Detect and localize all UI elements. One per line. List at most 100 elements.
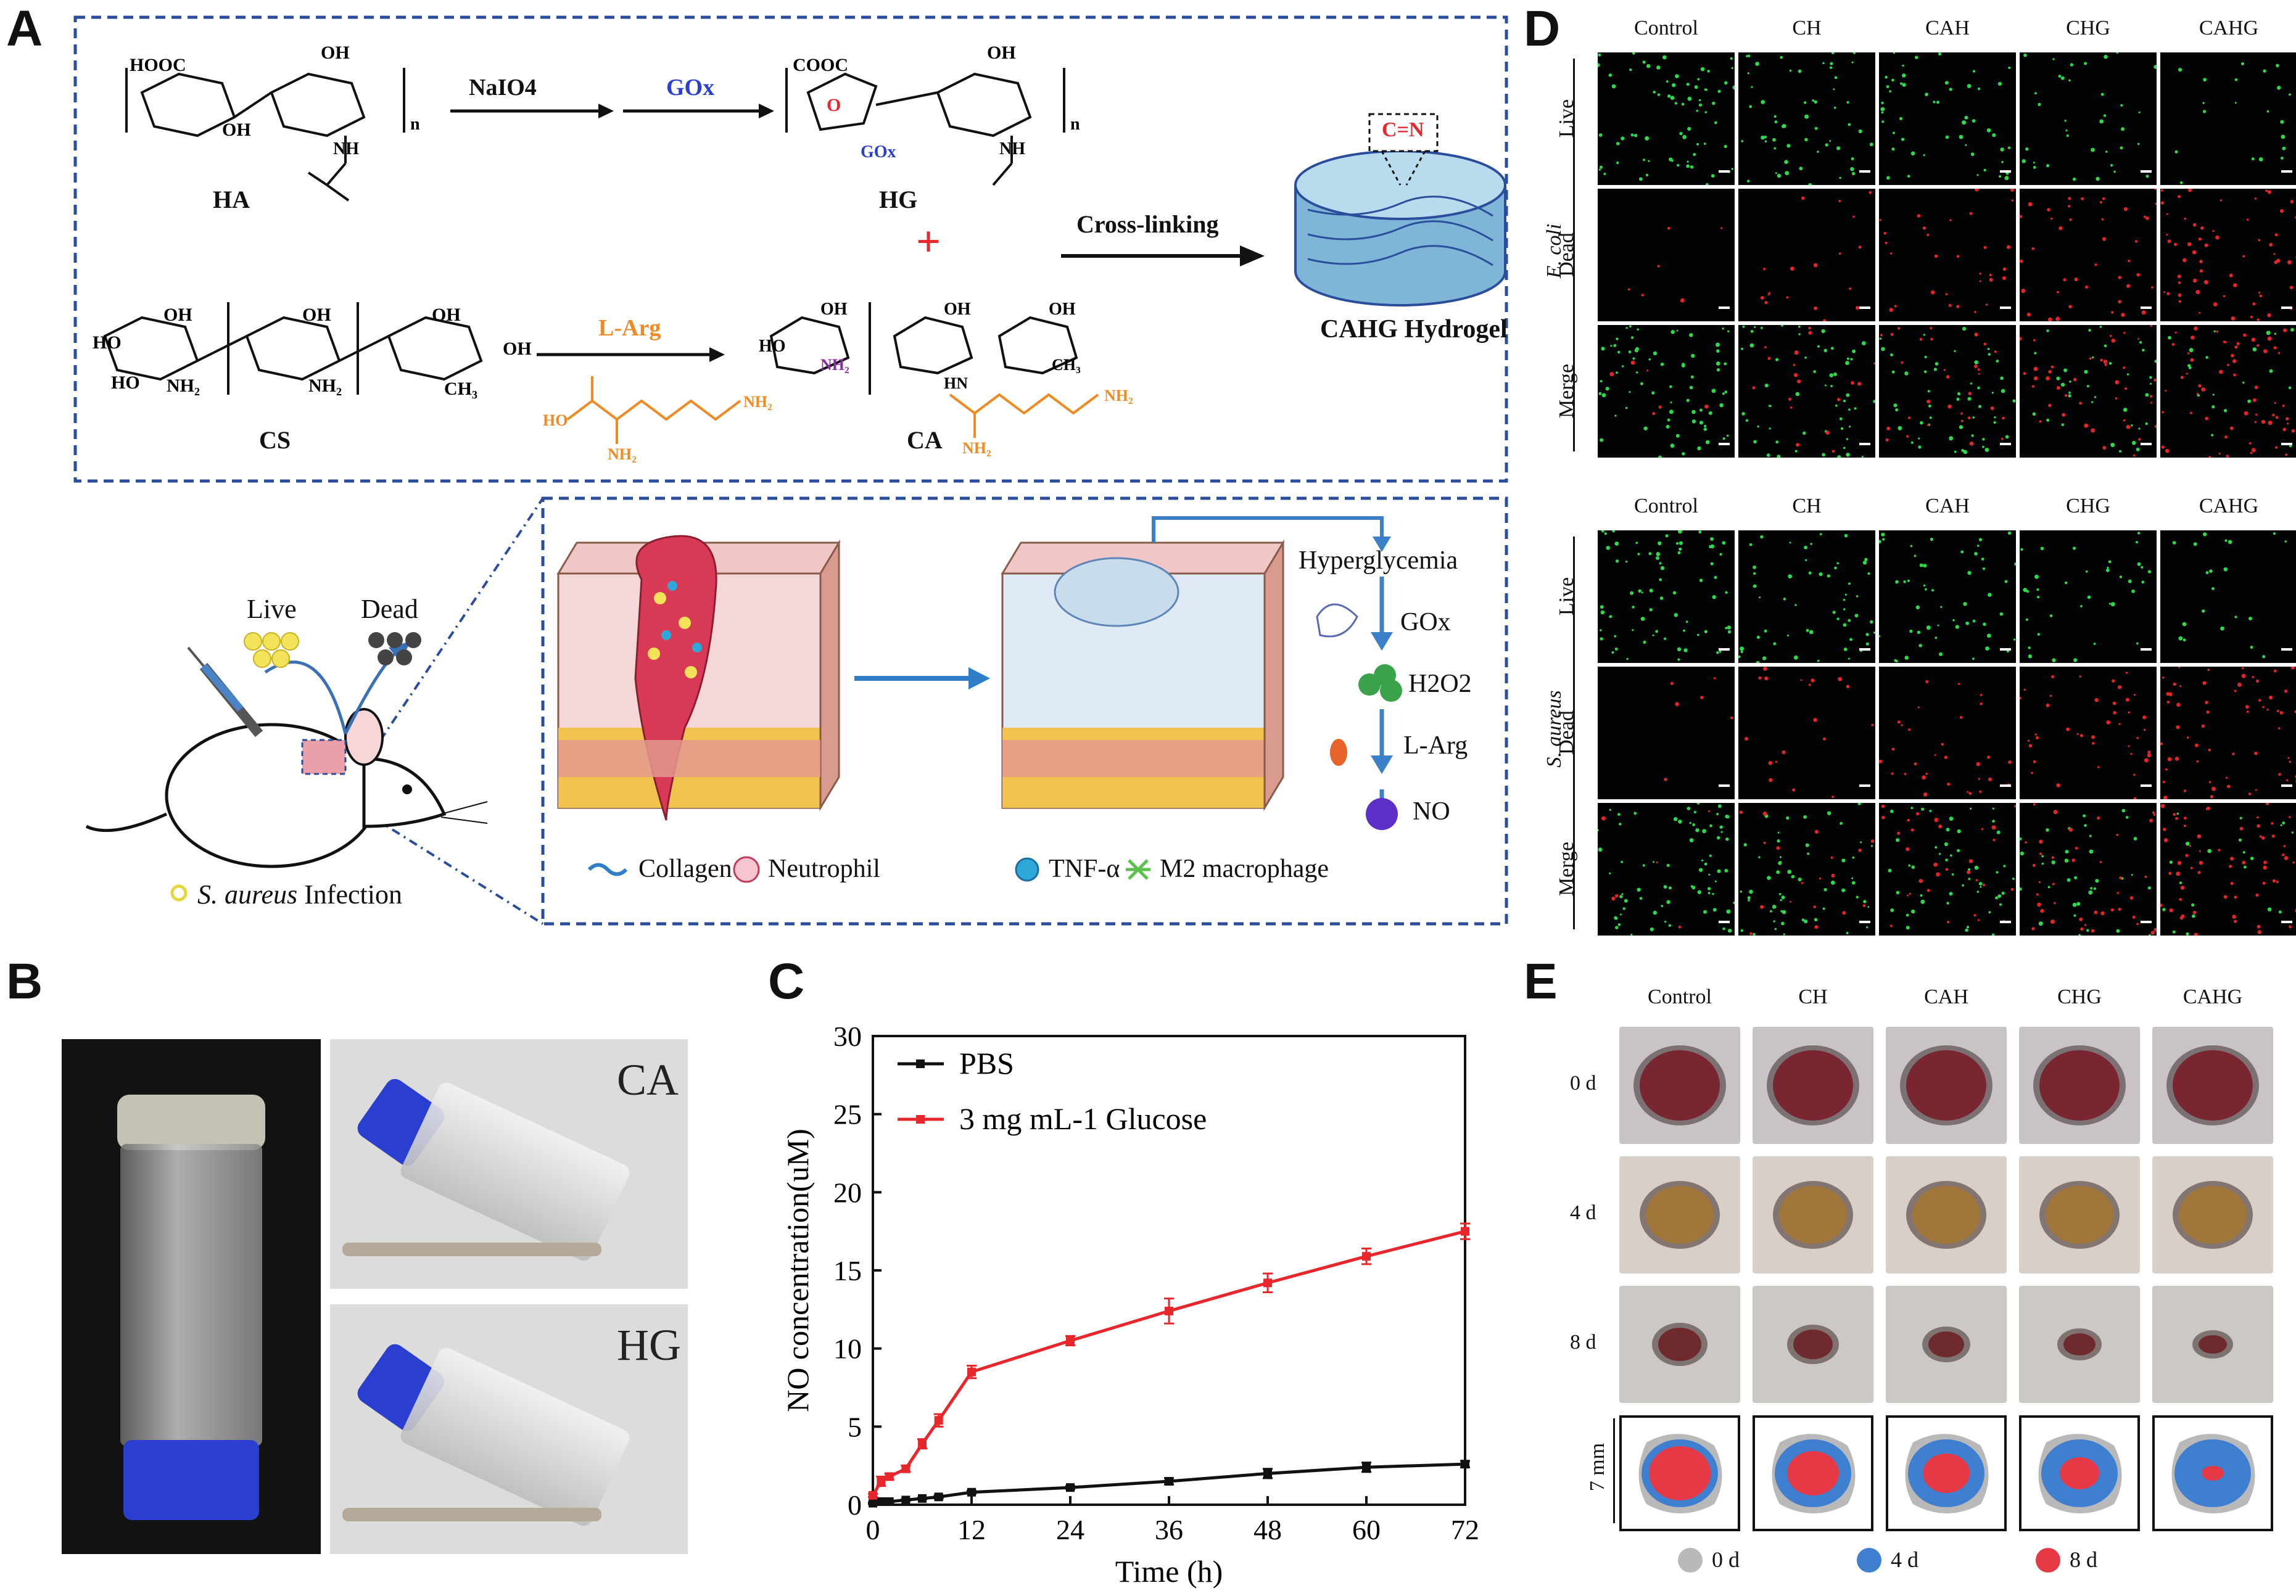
svg-text:OH: OH xyxy=(222,120,251,140)
row-label-dead: Dead xyxy=(1555,232,1578,277)
wound-photo xyxy=(1619,1286,1740,1403)
legend-marker-1 xyxy=(916,1115,925,1124)
label-gox: GOx xyxy=(666,75,715,101)
micrograph-cell xyxy=(1598,189,1735,321)
column-header-chg: CHG xyxy=(2066,495,2110,517)
legend-neutrophil: Neutrophil xyxy=(768,855,880,883)
micrograph-cell xyxy=(1878,530,2018,663)
chemistry-box xyxy=(73,15,1508,483)
wound-photo xyxy=(2019,1156,2140,1273)
vial-photo-ca: CA xyxy=(330,1039,688,1289)
legend-m2: M2 macrophage xyxy=(1160,855,1329,883)
svg-text:HN: HN xyxy=(944,374,968,392)
wound-photo xyxy=(1619,1156,1740,1273)
label-cs: CS xyxy=(259,426,291,454)
y-tick-label: 5 xyxy=(848,1411,862,1442)
column-header-ch: CH xyxy=(1792,495,1822,517)
data-point xyxy=(877,1477,886,1486)
column-header-cah: CAH xyxy=(1925,495,1970,517)
svg-text:GOx: GOx xyxy=(861,142,896,162)
label-no: NO xyxy=(1413,797,1450,826)
data-point xyxy=(901,1464,911,1473)
wound-column-cahg: CAHG xyxy=(2182,985,2243,1008)
data-point xyxy=(885,1472,894,1481)
data-point xyxy=(967,1367,976,1376)
wound-photo xyxy=(1753,1156,1873,1273)
svg-text:HO: HO xyxy=(111,372,140,393)
ca-structure xyxy=(769,302,1078,395)
panel-label-d: D xyxy=(1524,1,1561,57)
wound-trace xyxy=(2019,1415,2140,1531)
data-point xyxy=(1461,1460,1469,1469)
x-axis-label: Time (h) xyxy=(1115,1554,1223,1589)
label-cn-bond: C=N xyxy=(1382,118,1424,141)
scale-bar xyxy=(1613,1418,1615,1523)
panel-a-diagram: HOOC OH OH NH n COOC OH O GOx NH n + xyxy=(73,15,1508,926)
label-ha: HA xyxy=(213,186,250,213)
wound-row-label: 8 d xyxy=(1570,1331,1596,1354)
x-tick-label: 0 xyxy=(866,1514,880,1545)
data-point xyxy=(1362,1252,1371,1261)
svg-text:CH₃: CH₃ xyxy=(444,379,477,399)
x-tick-label: 36 xyxy=(1155,1514,1183,1545)
label-infection: S. aureus Infection xyxy=(197,879,402,910)
legend-label: 8 d xyxy=(2070,1547,2097,1572)
svg-text:NH: NH xyxy=(333,139,359,158)
x-tick-label: 48 xyxy=(1253,1514,1282,1545)
svg-text:OH: OH xyxy=(987,43,1016,63)
micrograph-cell xyxy=(1738,530,1876,665)
wound-photo xyxy=(1886,1156,2007,1273)
legend-label: 0 d xyxy=(1712,1547,1740,1572)
vial-photo-inverted xyxy=(62,1039,321,1554)
wound-photo xyxy=(2152,1027,2273,1144)
ha-text-cooh: HOOC xyxy=(130,55,186,75)
data-point xyxy=(934,1416,943,1425)
row-label-merge: Merge xyxy=(1555,363,1578,418)
micrograph-cell xyxy=(1879,803,2017,937)
wound-column-chg: CHG xyxy=(2057,985,2102,1008)
legend-entry-1: 3 mg mL-1 Glucose xyxy=(959,1101,1207,1136)
row-label-merge: Merge xyxy=(1555,841,1578,896)
legend-marker-0 xyxy=(916,1059,925,1068)
vial-label-hg: HG xyxy=(617,1320,681,1370)
wound-photo xyxy=(2152,1286,2273,1403)
x-tick-label: 12 xyxy=(957,1514,986,1545)
micrograph-cell xyxy=(2158,802,2296,937)
wound-photo xyxy=(1619,1027,1740,1144)
data-point xyxy=(1165,1477,1173,1486)
micrograph-cell xyxy=(1878,667,2016,799)
data-point xyxy=(918,1494,927,1503)
data-point xyxy=(934,1492,943,1502)
panel-label-e: E xyxy=(1524,953,1558,1010)
wound-photo xyxy=(1886,1027,2007,1144)
legend-dot xyxy=(1678,1548,1703,1573)
svg-text:HO: HO xyxy=(543,411,568,429)
wound-photo xyxy=(2152,1156,2273,1273)
micrograph-cell xyxy=(2160,52,2296,185)
x-tick-label: 72 xyxy=(1451,1514,1479,1545)
row-label-dead: Dead xyxy=(1555,710,1578,755)
label-infection-word: Infection xyxy=(304,879,402,910)
svg-text:HO: HO xyxy=(93,332,122,353)
wound-row-label: 0 d xyxy=(1570,1072,1596,1095)
svg-text:+: + xyxy=(916,218,941,266)
svg-text:OH: OH xyxy=(503,339,532,359)
data-point xyxy=(1165,1306,1173,1315)
skin-block-healing xyxy=(1001,516,1391,812)
data-point xyxy=(1362,1463,1371,1472)
y-tick-label: 10 xyxy=(833,1333,862,1365)
wound-photo xyxy=(1753,1027,1873,1144)
micrograph-cell xyxy=(1598,667,1735,799)
data-point xyxy=(877,1497,886,1506)
svg-text:O: O xyxy=(827,95,841,115)
legend-dot xyxy=(2036,1548,2060,1573)
legend-label: 4 d xyxy=(1891,1547,1918,1572)
wound-column-control: Control xyxy=(1648,985,1712,1008)
svg-text:OH: OH xyxy=(432,305,461,325)
label-pathway-gox: GOx xyxy=(1400,608,1451,636)
svg-text:NH₂: NH₂ xyxy=(608,445,637,463)
micrograph-cell xyxy=(2020,51,2158,185)
micrograph-cell xyxy=(1596,802,1736,936)
micrograph-cell xyxy=(1598,325,1735,459)
hg-structure xyxy=(785,68,1065,186)
